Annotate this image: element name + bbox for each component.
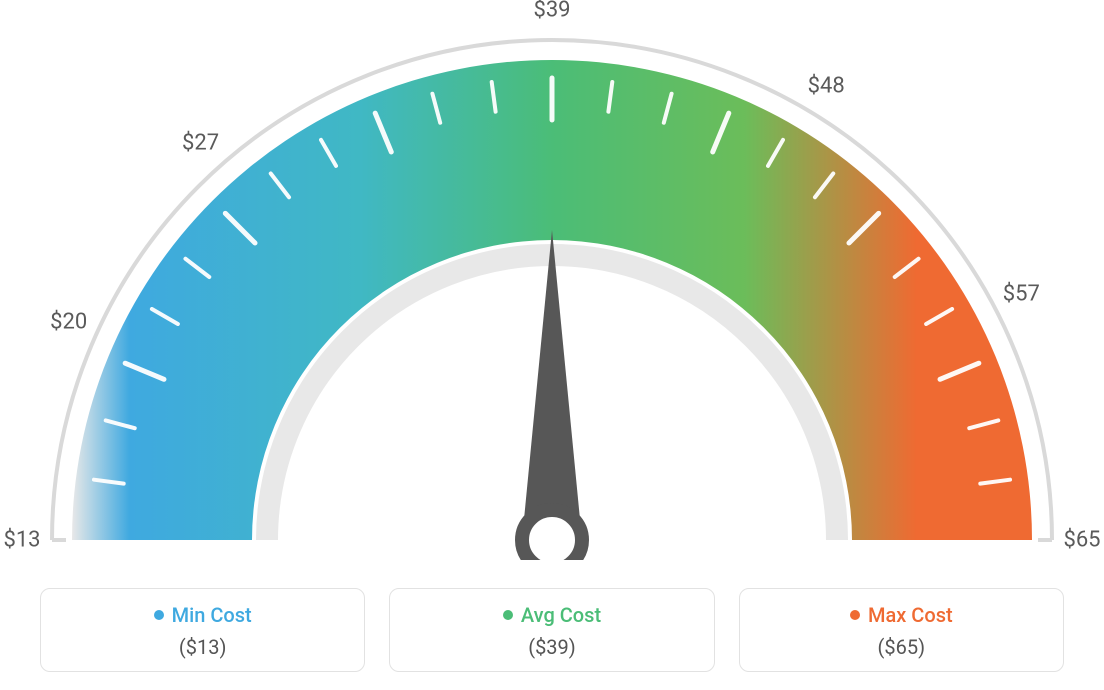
legend-max-value: ($65) [750,635,1053,659]
dot-icon [154,610,164,620]
legend-avg-label: Avg Cost [521,603,601,627]
legend-avg-value: ($39) [400,635,703,659]
legend-avg-top: Avg Cost [400,603,703,627]
legend-card-min: Min Cost ($13) [40,588,365,672]
gauge [0,0,1104,560]
dot-icon [850,610,860,620]
tick-label: $48 [808,74,845,99]
legend-card-avg: Avg Cost ($39) [389,588,714,672]
tick-label: $27 [182,131,219,156]
tick-label: $39 [533,0,570,23]
legend-min-label: Min Cost [172,603,252,627]
tick-label: $20 [50,310,87,335]
legend-card-max: Max Cost ($65) [739,588,1064,672]
legend-max-label: Max Cost [868,603,953,627]
legend-max-top: Max Cost [750,603,1053,627]
dot-icon [503,610,513,620]
chart-container: $13 $20 $27 $39 $48 $57 $65 Min Cost ($13) Avg… [0,0,1104,690]
tick-label: $57 [1003,281,1040,306]
legend-min-value: ($13) [51,635,354,659]
tick-label: $65 [1063,528,1100,553]
legend-row: Min Cost ($13) Avg Cost ($39) Max Cost (… [40,588,1064,672]
tick-label: $13 [3,528,40,553]
legend-min-top: Min Cost [51,603,354,627]
